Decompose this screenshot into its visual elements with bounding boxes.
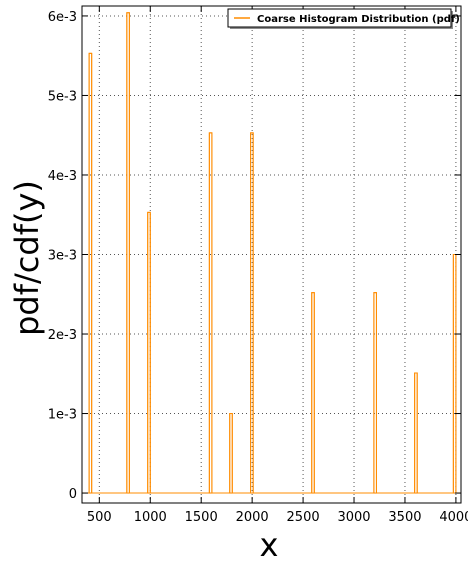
histogram-bar [414, 372, 418, 494]
legend-box [227, 8, 452, 28]
x-tick-label: 1000 [134, 510, 167, 525]
x-axis-label: x [260, 526, 279, 564]
histogram-bar [88, 52, 93, 494]
histogram-bar [126, 12, 130, 494]
legend-entry: Coarse Histogram Distribution (pdf) [257, 14, 460, 25]
x-tick-label: 500 [87, 510, 112, 525]
legend: Coarse Histogram Distribution (pdf) [227, 8, 460, 29]
x-tick-label: 2500 [287, 510, 320, 525]
histogram-bar [311, 292, 315, 494]
x-tick-label: 2000 [236, 510, 269, 525]
x-tick-label: 3000 [337, 510, 370, 525]
histogram-outline [82, 12, 461, 494]
histogram-bars [82, 12, 461, 494]
y-axis-ticks: 0 1e-3 2e-3 3e-3 4e-3 5e-3 6e-3 [48, 10, 461, 502]
y-tick-label: 6e-3 [48, 10, 77, 25]
y-tick-label: 5e-3 [48, 89, 77, 104]
histogram-bar [208, 132, 213, 494]
grid-lines [82, 6, 461, 503]
histogram-bar [452, 254, 457, 494]
y-tick-label: 3e-3 [48, 249, 77, 264]
x-tick-label: 1500 [185, 510, 218, 525]
y-tick-label: 1e-3 [48, 408, 77, 423]
y-tick-label: 4e-3 [48, 169, 77, 184]
y-axis-label: pdf/cdf(y) [8, 180, 46, 336]
x-tick-label: 3500 [388, 510, 421, 525]
histogram-bar [229, 413, 233, 494]
histogram-bar [250, 132, 254, 494]
y-tick-label: 0 [69, 487, 77, 502]
histogram-bar [373, 292, 377, 494]
y-tick-label: 2e-3 [48, 328, 77, 343]
histogram-bar [147, 211, 151, 494]
